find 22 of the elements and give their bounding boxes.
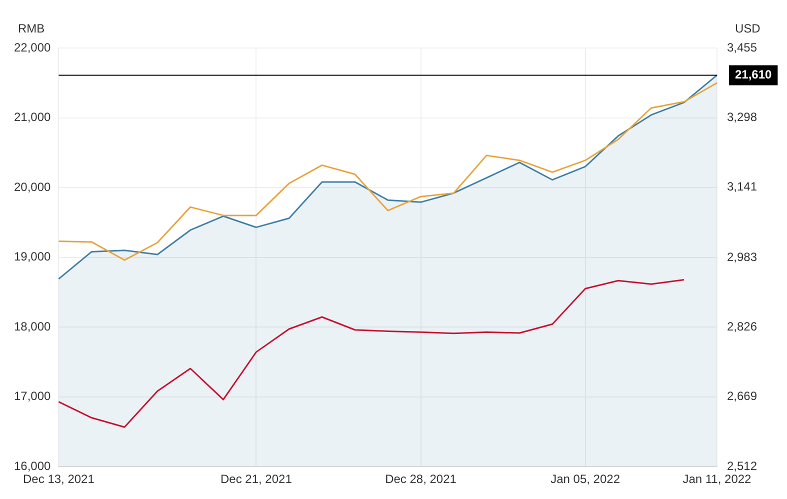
y2-tick-label: 3,455 (726, 40, 758, 54)
y2-tick-label: 2,983 (726, 250, 758, 264)
y-tick-label: 18,000 (14, 319, 52, 334)
y2-tick-label: 2,512 (726, 458, 758, 473)
x-tick-label: Dec 28, 2021 (385, 472, 457, 486)
y2-axis-title: USD (734, 21, 761, 36)
y-tick-label: 19,000 (14, 250, 52, 264)
y-tick-label: 16,000 (14, 458, 52, 473)
x-tick-label: Jan 05, 2022 (550, 472, 620, 486)
x-tick-label: Dec 13, 2021 (23, 472, 95, 486)
y2-tick-label: 3,141 (726, 180, 758, 194)
x-tick-label: Jan 11, 2022 (682, 472, 752, 486)
y-tick-label: 20,000 (14, 180, 52, 194)
y-axis-title: RMB (18, 21, 45, 36)
ref-line-label: 21,610 (734, 68, 772, 82)
y2-tick-label: 2,826 (726, 320, 758, 334)
y-tick-label: 21,000 (14, 110, 52, 124)
y2-tick-label: 2,669 (726, 389, 758, 404)
x-tick-label: Dec 21, 2021 (220, 472, 292, 486)
y2-tick-label: 3,298 (726, 110, 758, 124)
y-tick-label: 22,000 (14, 40, 52, 54)
y-tick-label: 17,000 (14, 389, 52, 404)
